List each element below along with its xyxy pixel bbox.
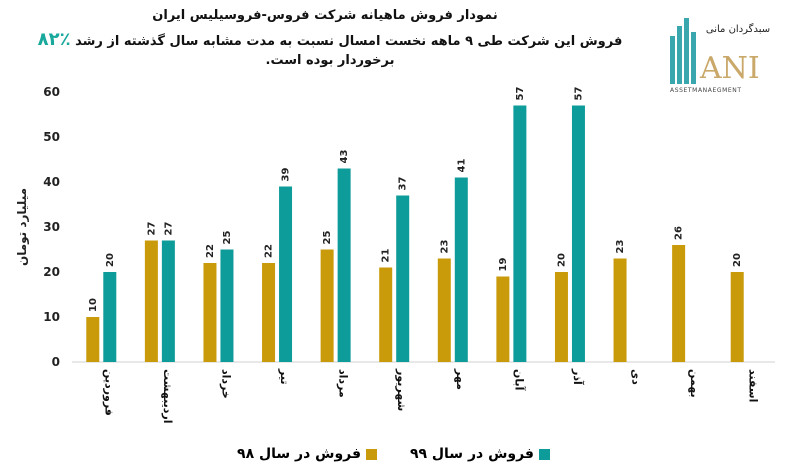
bar-chart: 0 10 20 30 40 50 60 میلیارد تومان 10 20 فروردین 27 2… [15,85,775,423]
data-label: 23 [439,240,450,254]
legend-item-99: فروش در سال ۹۹ [410,446,550,462]
bar-98 [262,263,276,362]
logo-tagline: ASSETMANAEGMENT [670,87,742,94]
bar-99 [571,105,585,362]
data-label: 20 [732,253,743,267]
bar-99 [161,240,175,362]
y-tick-label: 50 [43,130,60,144]
subtitle-text: فروش این شرکت طی ۹ ماهه نخست امسال نسبت … [75,34,623,49]
bar-98 [672,245,686,362]
x-category-label: آبان [512,369,526,391]
data-label: 25 [222,231,233,245]
data-label: 25 [322,231,333,245]
bar-98 [730,272,744,362]
y-tick-label: 30 [43,220,60,234]
data-label: 57 [573,87,584,101]
x-category-label: مرداد [337,369,350,398]
x-category-label: فروردین [102,369,115,416]
bar-98 [203,263,217,362]
x-category-label: دی [630,369,643,385]
y-axis-label: میلیارد تومان [15,188,30,266]
chart-title: نمودار فروش ماهیانه شرکت فروس-فروسیلیس ا… [152,8,498,23]
logo-ani: ANI [699,51,760,86]
x-category-label: مهر [454,368,467,390]
bar-98 [554,272,568,362]
x-category-label: خرداد [219,369,232,399]
legend-swatch-98 [366,448,378,460]
legend-swatch-99 [538,448,550,460]
y-tick-label: 40 [43,175,60,189]
y-tick-label: 60 [43,85,60,99]
data-label: 57 [515,87,526,101]
y-tick-label: 10 [43,310,60,324]
data-label: 19 [498,258,509,272]
legend-label-99: فروش در سال ۹۹ [409,446,534,462]
company-logo: سبدگردان مانی ANI ASSETMANAEGMENT [670,18,770,94]
x-category-label: اسفند [747,369,760,402]
legend-label-98: فروش در سال ۹۸ [237,446,362,462]
data-label: 27 [163,222,174,236]
data-label: 23 [615,240,626,254]
data-label: 26 [674,226,685,240]
x-category-label: آذر [571,368,585,385]
data-label: 39 [281,168,292,182]
bar-99 [337,168,351,362]
bar-99 [103,272,117,362]
bar-98 [86,317,100,362]
data-label: 22 [264,244,275,258]
x-category-label: شهریور [395,368,408,411]
logo-text-fa: سبدگردان مانی [706,23,770,35]
x-category-label: تیر [278,368,291,384]
data-label: 10 [88,298,99,312]
bar-98 [144,240,158,362]
y-tick-label: 20 [43,265,60,279]
y-tick-label: 0 [52,355,60,369]
bar-99 [454,177,468,362]
legend-item-98: فروش در سال ۹۸ [237,446,378,462]
bar-98 [496,276,510,362]
bar-98 [379,267,393,362]
bar-98 [320,249,334,362]
data-label: 22 [205,244,216,258]
bar-99 [220,249,234,362]
data-label: 41 [456,159,467,173]
bar-99 [396,195,410,362]
data-label: 20 [105,253,116,267]
x-category-label: اردیبهشت [161,369,174,423]
data-label: 27 [146,222,157,236]
chart-subtitle: فروش این شرکت طی ۹ ماهه نخست امسال نسبت … [10,30,650,70]
bar-99 [513,105,527,362]
legend: فروش در سال ۹۹ فروش در سال ۹۸ [0,446,787,464]
subtitle-end: برخوردار بوده است. [265,53,395,68]
data-label: 20 [556,253,567,267]
data-label: 37 [398,177,409,191]
bar-98 [613,258,627,362]
x-category-label: بهمن [688,369,701,398]
bar-99 [279,186,293,362]
growth-percent: ٪۸۲ [37,29,71,50]
data-label: 43 [339,150,350,164]
bar-98 [437,258,451,362]
data-label: 21 [381,249,392,263]
